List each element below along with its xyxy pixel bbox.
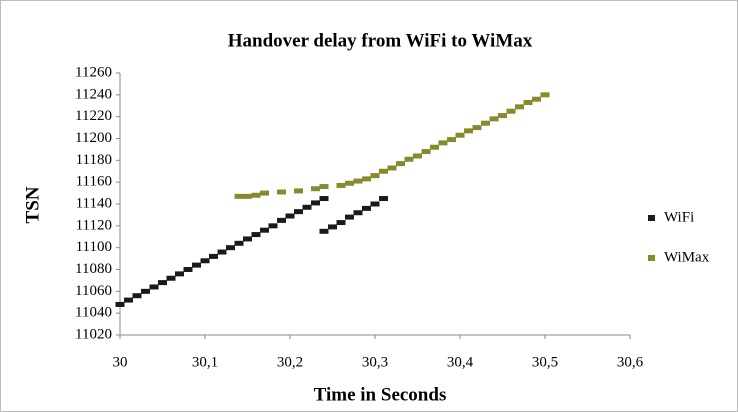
marker: [379, 196, 388, 202]
x-tick-label: 30,6: [617, 354, 644, 370]
marker: [175, 271, 184, 277]
y-tick-label: 11240: [75, 86, 112, 102]
marker: [115, 301, 125, 307]
y-tick-label: 11220: [75, 108, 112, 124]
marker: [243, 193, 252, 199]
x-axis-title: Time in Seconds: [314, 384, 447, 405]
marker: [370, 173, 380, 179]
marker: [328, 224, 337, 230]
marker: [345, 214, 354, 220]
marker: [260, 190, 269, 196]
marker: [455, 132, 465, 138]
y-tick-label: 11100: [76, 239, 112, 255]
marker: [166, 275, 176, 281]
marker: [319, 184, 329, 190]
marker: [430, 144, 439, 150]
marker: [183, 267, 193, 272]
y-tick-label: 11120: [76, 217, 112, 233]
marker: [404, 156, 414, 162]
y-tick-label: 11140: [76, 195, 112, 211]
marker: [285, 213, 295, 219]
marker: [251, 232, 261, 238]
marker: [540, 92, 550, 98]
y-tick-label: 11200: [75, 130, 112, 146]
marker: [362, 176, 371, 182]
marker: [387, 165, 397, 171]
x-tick-label: 30,1: [192, 354, 218, 370]
marker: [498, 113, 507, 119]
marker: [294, 209, 303, 215]
y-tick-label: 11040: [75, 305, 112, 321]
y-tick-label: 11020: [75, 326, 112, 342]
marker: [234, 240, 244, 246]
x-tick-label: 30,4: [447, 354, 474, 370]
marker: [532, 96, 541, 102]
marker: [243, 236, 252, 242]
marker: [200, 258, 210, 264]
y-tick-label: 11160: [76, 174, 112, 190]
marker: [277, 189, 286, 195]
marker: [158, 280, 167, 286]
marker: [149, 284, 159, 290]
x-tick-label: 30,2: [277, 354, 303, 370]
marker: [362, 205, 371, 211]
marker: [379, 168, 388, 174]
x-tick-label: 30: [113, 354, 128, 370]
marker: [353, 210, 363, 216]
marker: [515, 104, 524, 110]
marker: [336, 182, 346, 188]
marker: [294, 188, 303, 194]
marker: [370, 201, 380, 207]
marker: [209, 253, 218, 259]
y-tick-label: 11080: [75, 261, 112, 277]
marker: [523, 99, 533, 105]
chart-title: Handover delay from WiFi to WiMax: [228, 30, 533, 51]
marker: [311, 200, 320, 206]
marker: [345, 180, 354, 186]
y-tick-label: 11180: [76, 152, 112, 168]
marker: [268, 223, 278, 229]
marker: [260, 227, 269, 233]
marker: [506, 108, 516, 114]
marker: [217, 249, 227, 255]
marker: [472, 125, 482, 131]
marker: [234, 193, 244, 199]
legend-label: WiMax: [664, 249, 710, 265]
marker: [353, 178, 363, 184]
marker: [192, 262, 201, 268]
marker: [396, 161, 405, 167]
marker: [336, 220, 346, 226]
marker: [421, 149, 431, 155]
marker: [319, 196, 329, 202]
marker: [277, 217, 286, 223]
marker: [141, 288, 150, 294]
marker: [226, 245, 235, 251]
x-tick-label: 30,3: [362, 354, 388, 370]
marker: [447, 137, 456, 143]
y-tick-label: 11060: [75, 283, 112, 299]
marker: [464, 128, 473, 134]
legend-marker: [648, 255, 655, 261]
legend-label: WiFi: [664, 209, 694, 225]
marker: [132, 293, 142, 299]
marker: [413, 153, 422, 159]
marker: [124, 297, 133, 303]
marker: [438, 140, 448, 146]
y-axis-title: TSN: [22, 186, 43, 223]
x-tick-label: 30,5: [532, 354, 558, 370]
marker: [489, 116, 499, 122]
marker: [251, 192, 261, 198]
marker: [481, 120, 490, 126]
marker: [319, 228, 329, 234]
y-tick-label: 11260: [75, 64, 112, 80]
marker: [302, 204, 312, 210]
marker: [311, 186, 320, 192]
legend-marker: [648, 215, 655, 221]
